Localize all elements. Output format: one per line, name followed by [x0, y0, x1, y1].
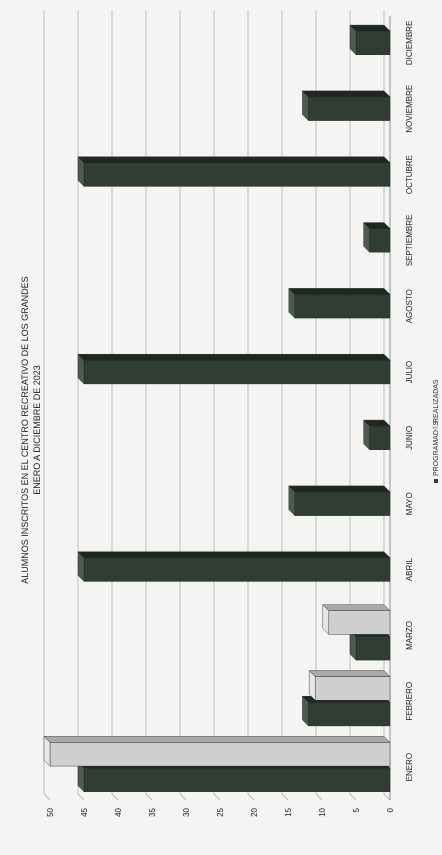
bar-programadas-front: [369, 228, 391, 253]
x-tick-label: ABRIL: [405, 557, 414, 581]
bar-programadas: [301, 695, 391, 727]
bar-realizadas: [43, 735, 391, 767]
legend: PROGRAMADAS REALIZADAS: [433, 379, 440, 483]
bar-realizadas-front: [49, 742, 391, 767]
bar-realizadas-side: [43, 736, 391, 743]
x-tick-label: NOVIEMBRE: [405, 85, 414, 133]
bar-programadas-front: [355, 30, 391, 55]
y-tick-label: 40: [114, 807, 123, 816]
bar-programadas: [301, 90, 391, 122]
y-tick-label: 20: [250, 807, 259, 816]
bar-programadas-front: [83, 360, 391, 385]
bar-programadas-front: [294, 294, 391, 319]
gridline-diagonal: [281, 793, 289, 801]
bar-programadas-side: [77, 551, 391, 558]
bar-programadas-side: [288, 485, 391, 493]
bar-realizadas: [308, 670, 391, 701]
bar-realizadas-front: [315, 676, 391, 701]
bar-realizadas: [322, 604, 391, 635]
y-tick-label: 30: [182, 807, 191, 816]
bar-programadas-side: [77, 354, 391, 361]
gridline-diagonal: [213, 793, 221, 801]
bar-programadas: [288, 485, 391, 517]
bar-realizadas-front: [328, 610, 391, 635]
bar-programadas-side: [301, 90, 391, 98]
gridline-diagonal: [247, 793, 255, 801]
bar-programadas-side: [349, 24, 391, 32]
x-tick-label: AGOSTO: [405, 289, 414, 323]
y-tick-label: 10: [318, 807, 327, 816]
x-tick-label: SEPTIEMBRE: [405, 215, 414, 267]
bar-programadas-front: [83, 162, 391, 187]
chart-title: ALUMNOS INSCRITOS EN EL CENTRO RECREATIV…: [20, 276, 30, 583]
x-tick-label: JUNIO: [405, 426, 414, 450]
bar-programadas: [77, 156, 391, 187]
gridline-diagonal: [383, 793, 391, 801]
bar-programadas-side: [288, 288, 391, 295]
bar-programadas: [363, 222, 391, 253]
x-tick-label: FEBRERO: [405, 682, 414, 721]
gridline-diagonal: [43, 793, 51, 801]
bar-programadas-front: [308, 702, 391, 727]
bar-programadas: [288, 287, 391, 319]
legend-swatch-programadas: [434, 479, 438, 483]
bar-programadas: [349, 629, 391, 661]
legend-swatch-realizadas: [434, 426, 438, 430]
gridline-diagonal: [145, 793, 153, 801]
bar-programadas-side: [77, 156, 391, 163]
bar-programadas-side: [363, 222, 391, 229]
y-tick-label: 50: [46, 807, 55, 816]
bar-programadas: [77, 761, 391, 793]
bar-realizadas-side: [322, 604, 391, 611]
bar-programadas: [77, 551, 391, 582]
bar-programadas: [349, 24, 391, 56]
bar-programadas-front: [308, 96, 391, 121]
chart-subtitle: ENERO A DICIEMBRE DE 2023: [32, 365, 42, 495]
bar-programadas-front: [83, 557, 391, 582]
x-tick-label: MARZO: [405, 621, 414, 650]
gridline-diagonal: [349, 793, 357, 801]
bar-programadas-front: [355, 636, 391, 661]
legend-label-programadas: PROGRAMADAS: [433, 420, 440, 476]
x-tick-label: JULIO: [405, 361, 414, 384]
bar-programadas-front: [294, 491, 391, 516]
bar-programadas-side: [363, 419, 391, 427]
y-tick-label: 15: [284, 807, 293, 816]
y-tick-label: 45: [80, 807, 89, 816]
bar-programadas: [77, 353, 391, 385]
y-tick-label: 25: [216, 807, 225, 816]
gridline-diagonal: [77, 793, 85, 801]
y-tick-label: 35: [148, 807, 157, 816]
legend-label-realizadas: REALIZADAS: [433, 379, 440, 423]
y-tick-label: 0: [386, 807, 395, 812]
gridline-diagonal: [179, 793, 187, 801]
gridline-diagonal: [111, 793, 119, 801]
bar-programadas-front: [83, 767, 391, 792]
x-tick-label: ENERO: [405, 753, 414, 781]
gridline-diagonal: [315, 793, 323, 801]
bar-programadas: [363, 419, 391, 451]
x-tick-label: MAYO: [405, 492, 414, 515]
bar-realizadas-side: [308, 670, 391, 677]
x-tick-label: DICIEMBRE: [405, 21, 414, 65]
y-tick-label: 5: [352, 807, 361, 812]
bar-programadas-front: [369, 425, 391, 450]
x-tick-label: OCTUBRE: [405, 155, 414, 194]
